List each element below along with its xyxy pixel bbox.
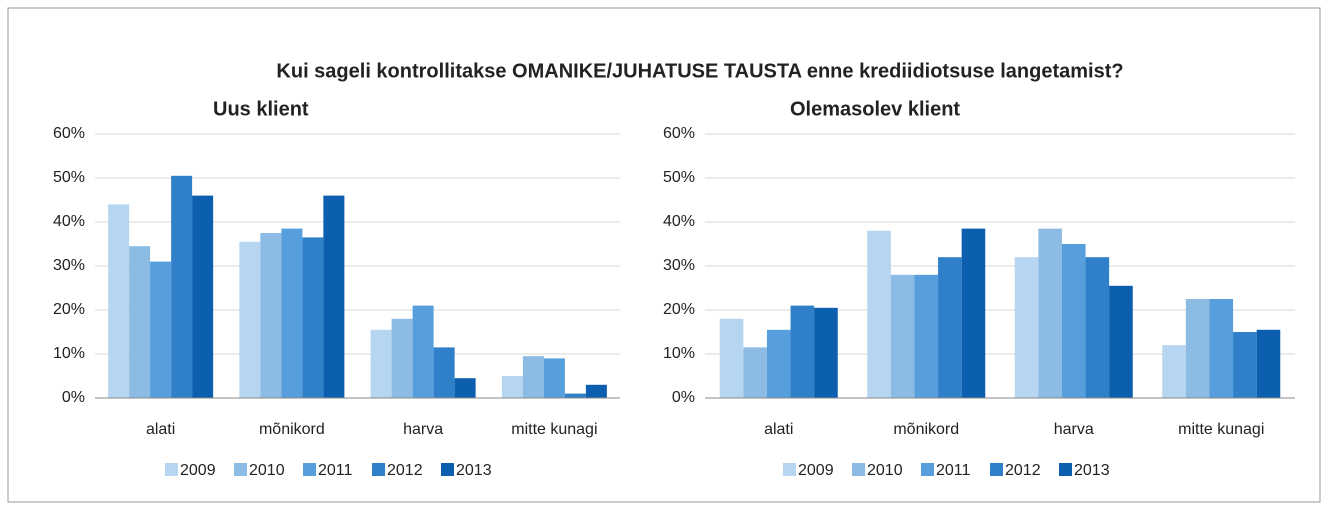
x-tick-label: mitte kunagi [511, 421, 597, 438]
bar [766, 329, 791, 398]
legend-label: 2011 [936, 462, 971, 479]
bar [323, 195, 345, 398]
legend-swatch [234, 463, 247, 476]
bar [914, 274, 939, 398]
bar [454, 378, 476, 398]
legend-label: 2009 [180, 462, 216, 479]
legend-label: 2012 [387, 462, 423, 479]
y-tick-label: 50% [663, 169, 695, 186]
y-tick-label: 40% [663, 213, 695, 230]
subchart-title: Olemasolev klient [790, 98, 960, 120]
y-tick-label: 60% [53, 125, 85, 142]
y-tick-label: 60% [663, 125, 695, 142]
legend-label: 2010 [867, 462, 903, 479]
frame [7, 7, 1321, 503]
bar [743, 347, 767, 398]
legend-swatch [990, 463, 1003, 476]
y-tick-label: 40% [53, 213, 85, 230]
bar [192, 195, 214, 398]
x-tick-label: alati [146, 421, 175, 438]
legend-label: 2010 [249, 462, 285, 479]
y-tick-label: 50% [53, 169, 85, 186]
y-tick-label: 30% [53, 257, 85, 274]
legend-swatch [165, 463, 178, 476]
legend-label: 2013 [456, 462, 492, 479]
bar [302, 237, 324, 398]
bar [1109, 285, 1133, 398]
y-tick-label: 0% [672, 389, 695, 406]
bar [564, 393, 586, 398]
legend-swatch [852, 463, 865, 476]
bar [370, 329, 392, 398]
bar [790, 305, 815, 398]
subchart-title: Uus klient [213, 98, 309, 120]
bar [108, 204, 130, 398]
bar [391, 318, 413, 398]
legend-swatch [1059, 463, 1072, 476]
y-tick-label: 0% [62, 389, 85, 406]
y-tick-label: 30% [663, 257, 695, 274]
bar [1085, 257, 1110, 398]
bar [1256, 329, 1281, 398]
y-tick-label: 20% [53, 301, 85, 318]
bar [1233, 332, 1257, 398]
x-tick-label: harva [403, 421, 443, 438]
bar [412, 305, 434, 398]
legend-swatch [303, 463, 316, 476]
bar [239, 241, 261, 398]
bar [501, 376, 523, 398]
x-tick-label: harva [1054, 421, 1094, 438]
bar [171, 175, 193, 398]
bar [961, 228, 986, 398]
legend-swatch [372, 463, 385, 476]
x-tick-label: mitte kunagi [1178, 421, 1264, 438]
legend-label: 2011 [318, 462, 353, 479]
legend-swatch [441, 463, 454, 476]
x-tick-label: mõnikord [893, 421, 959, 438]
bar [433, 347, 455, 398]
bar [814, 307, 838, 398]
bar [522, 356, 544, 398]
bar [260, 233, 282, 398]
legend-label: 2009 [798, 462, 834, 479]
bar [890, 274, 915, 398]
bar [938, 257, 962, 398]
bar [150, 261, 172, 398]
bar [1209, 299, 1234, 398]
bar [1061, 244, 1086, 398]
y-tick-label: 20% [663, 301, 695, 318]
bar [585, 384, 607, 398]
bar [281, 228, 303, 398]
bar [543, 358, 565, 398]
bar [719, 318, 744, 398]
bar [867, 230, 891, 398]
legend-swatch [921, 463, 934, 476]
bar [129, 246, 151, 398]
bar [1162, 345, 1186, 398]
legend-label: 2013 [1074, 462, 1110, 479]
chart-title: Kui sageli kontrollitakse OMANIKE/JUHATU… [276, 60, 1123, 82]
x-tick-label: alati [764, 421, 793, 438]
x-tick-label: mõnikord [259, 421, 325, 438]
bar [1038, 228, 1062, 398]
bar [1014, 257, 1039, 398]
bar [1185, 299, 1210, 398]
y-tick-label: 10% [663, 345, 695, 362]
y-tick-label: 10% [53, 345, 85, 362]
legend-label: 2012 [1005, 462, 1041, 479]
legend-swatch [783, 463, 796, 476]
